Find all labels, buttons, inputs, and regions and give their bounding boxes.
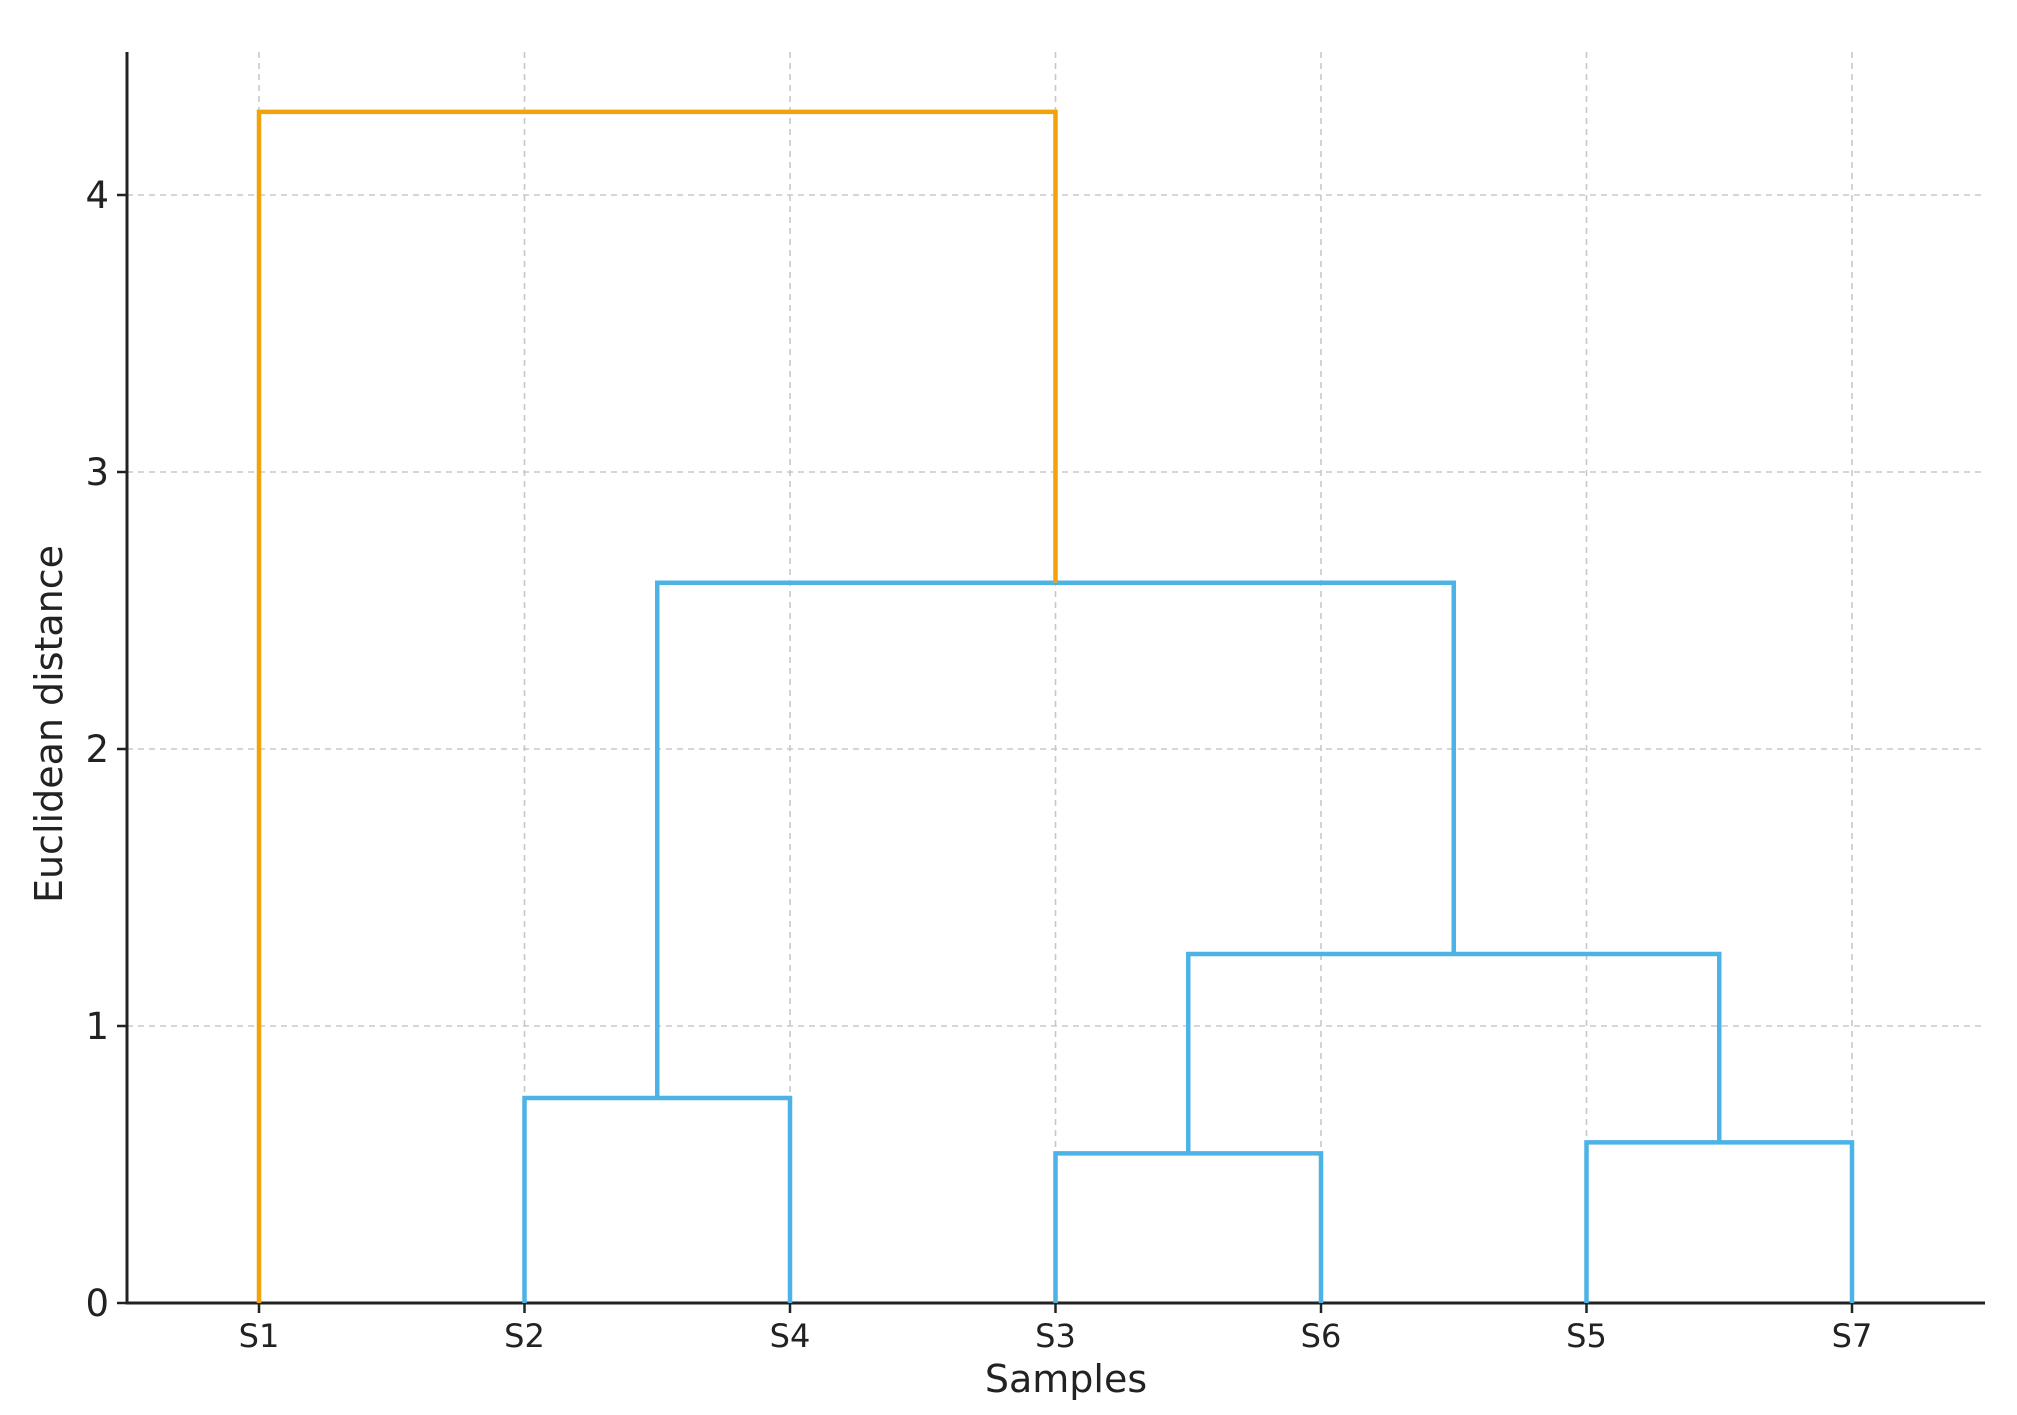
x-tick-label-S3: S3 bbox=[1035, 1317, 1076, 1355]
y-ticks: 0 1 2 3 4 bbox=[85, 174, 127, 1325]
dendrogram-link-S3S6-S5S7 bbox=[1186, 951, 1722, 1154]
x-tick-label-S1: S1 bbox=[239, 1317, 280, 1355]
dendrogram-link-S5-S7 bbox=[1584, 1140, 1855, 1303]
dendrogram-link-root bbox=[256, 109, 1058, 1303]
y-tick-label-3: 3 bbox=[85, 451, 109, 494]
dendrogram-links bbox=[256, 109, 1855, 1303]
x-tick-label-S5: S5 bbox=[1566, 1317, 1607, 1355]
y-tick-label-2: 2 bbox=[85, 728, 109, 771]
dendrogram-link-S3-S6 bbox=[1053, 1151, 1324, 1303]
x-tick-label-S4: S4 bbox=[770, 1317, 811, 1355]
dendrogram-link-S2-S4 bbox=[522, 1095, 793, 1303]
x-tick-label-S2: S2 bbox=[504, 1317, 545, 1355]
y-tick-label-1: 1 bbox=[85, 1005, 109, 1048]
x-axis-title: Samples bbox=[985, 1357, 1147, 1401]
y-tick-label-0: 0 bbox=[85, 1282, 109, 1325]
x-ticks: S1 S2 S4 S3 S6 S5 S7 bbox=[239, 1303, 1873, 1355]
y-axis-title: Euclidean distance bbox=[27, 545, 71, 903]
y-tick-label-4: 4 bbox=[85, 174, 109, 217]
x-tick-label-S6: S6 bbox=[1301, 1317, 1342, 1355]
x-tick-label-S7: S7 bbox=[1832, 1317, 1873, 1355]
